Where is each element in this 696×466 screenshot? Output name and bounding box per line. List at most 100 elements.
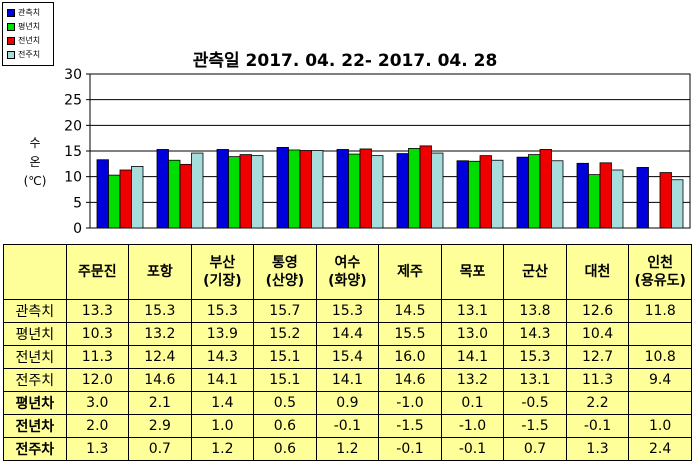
legend-swatch bbox=[7, 22, 15, 31]
bar bbox=[108, 174, 121, 229]
bar bbox=[251, 155, 264, 229]
table-row-label: 평년치 bbox=[3, 322, 67, 347]
bar bbox=[336, 149, 349, 229]
table-cell: 1.3 bbox=[565, 437, 630, 461]
table-cell: 14.6 bbox=[378, 368, 442, 393]
bar bbox=[311, 150, 324, 229]
table-cell: -1.0 bbox=[440, 414, 505, 439]
table-row-label: 평년차 bbox=[3, 391, 67, 416]
table-cell: 15.3 bbox=[315, 299, 380, 324]
bar bbox=[299, 150, 312, 229]
table-cell: 15.7 bbox=[253, 299, 317, 324]
table-cell: 0.1 bbox=[440, 391, 505, 416]
table-cell: 0.6 bbox=[253, 414, 317, 439]
table-cell: -0.1 bbox=[440, 437, 505, 461]
table-cell: -0.1 bbox=[378, 437, 442, 461]
table-cell: -0.5 bbox=[503, 391, 567, 416]
table-row: 전년차 2.0 2.9 1.0 0.6 -0.1 -1.5 -1.0 -1.5 -0.1 1.0 bbox=[3, 414, 692, 439]
bar bbox=[528, 154, 541, 229]
table-corner-cell bbox=[3, 243, 67, 301]
y-tick-label: 30 bbox=[64, 67, 82, 83]
table-row: 관측치 13.3 15.3 15.3 15.7 15.3 14.5 13.1 13.8 12.6 1… bbox=[3, 299, 692, 324]
table-cell: 12.4 bbox=[128, 345, 192, 370]
table-header-cell: 통영 (산양) bbox=[253, 243, 317, 301]
table-header-cell: 주문진 bbox=[65, 243, 130, 301]
legend-swatch bbox=[7, 36, 15, 45]
bar bbox=[599, 162, 612, 229]
table-cell: 11.3 bbox=[65, 345, 130, 370]
bar bbox=[348, 153, 361, 229]
table-header-cell: 대천 bbox=[565, 243, 630, 301]
table-cell: 10.4 bbox=[565, 322, 630, 347]
bar bbox=[479, 155, 492, 229]
legend-item: 평년치 bbox=[7, 21, 40, 33]
table-cell: 13.3 bbox=[65, 299, 130, 324]
table-row: 전주차 1.3 0.7 1.2 0.6 1.2 -0.1 -0.1 0.7 1.3 2.4 bbox=[3, 437, 692, 461]
table-cell: 9.4 bbox=[628, 368, 692, 393]
y-tick-label: 5 bbox=[73, 195, 82, 211]
table-cell: 12.7 bbox=[565, 345, 630, 370]
bar bbox=[419, 145, 432, 229]
legend-item: 전주치 bbox=[7, 49, 40, 61]
table-cell: 0.9 bbox=[315, 391, 380, 416]
table-cell: 1.2 bbox=[315, 437, 380, 461]
table-cell: -1.0 bbox=[378, 391, 442, 416]
table-cell: 0.6 bbox=[253, 437, 317, 461]
table-cell: 14.4 bbox=[315, 322, 380, 347]
table-cell: 13.0 bbox=[440, 322, 505, 347]
legend-swatch bbox=[7, 8, 15, 17]
table-cell: 1.4 bbox=[190, 391, 255, 416]
table-cell: 13.2 bbox=[128, 322, 192, 347]
table-cell: 3.0 bbox=[65, 391, 130, 416]
table-row-label: 관측치 bbox=[3, 299, 67, 324]
legend-swatch bbox=[7, 50, 15, 59]
table-cell bbox=[628, 391, 692, 416]
table-cell: 15.3 bbox=[503, 345, 567, 370]
bar-chart: 0 5 10 15 20 25 30 bbox=[64, 67, 691, 237]
legend-label: 전주치 bbox=[18, 50, 41, 59]
table-cell: 15.3 bbox=[190, 299, 255, 324]
bar bbox=[119, 169, 132, 229]
bar bbox=[588, 174, 601, 229]
table-cell: 1.0 bbox=[628, 414, 692, 439]
bar bbox=[671, 179, 684, 229]
y-tick-label: 10 bbox=[64, 170, 82, 186]
table-cell: 0.7 bbox=[503, 437, 567, 461]
y-axis-label: 수 온 (℃) bbox=[23, 136, 47, 188]
table-cell: 2.4 bbox=[628, 437, 692, 461]
bar bbox=[551, 160, 564, 229]
table-cell: 14.3 bbox=[503, 322, 567, 347]
table-cell: 12.6 bbox=[565, 299, 630, 324]
table-cell: 14.5 bbox=[378, 299, 442, 324]
bar bbox=[408, 148, 421, 229]
table-cell: 15.5 bbox=[378, 322, 442, 347]
table-cell: 1.0 bbox=[190, 414, 255, 439]
bar bbox=[468, 160, 481, 229]
table-cell: 12.0 bbox=[65, 368, 130, 393]
table-cell: 15.4 bbox=[315, 345, 380, 370]
table-cell: 14.1 bbox=[190, 368, 255, 393]
table-cell: 13.8 bbox=[503, 299, 567, 324]
bar bbox=[168, 159, 181, 229]
table-cell: 10.8 bbox=[628, 345, 692, 370]
table-cell: 15.1 bbox=[253, 368, 317, 393]
table-row: 전년치 11.3 12.4 14.3 15.1 15.4 16.0 14.1 15.3 12.7 1… bbox=[3, 345, 692, 370]
table-cell: 2.2 bbox=[565, 391, 630, 416]
legend-item: 전년치 bbox=[7, 35, 40, 47]
table-cell: -0.1 bbox=[565, 414, 630, 439]
table-row-label: 전주차 bbox=[3, 437, 67, 461]
table-header-cell: 목포 bbox=[440, 243, 505, 301]
table-cell: 15.3 bbox=[128, 299, 192, 324]
data-table: 주문진 포항 부산 (기장) 통영 (산양) 여수 (화양) 제주 목포 군산 대천 인천 (용유… bbox=[3, 243, 692, 461]
y-tick-label: 15 bbox=[64, 144, 82, 160]
table-cell: 16.0 bbox=[378, 345, 442, 370]
legend-label: 전년치 bbox=[18, 36, 41, 45]
bar bbox=[539, 149, 552, 229]
y-tick-label: 20 bbox=[64, 118, 82, 134]
table-cell: 11.3 bbox=[565, 368, 630, 393]
bar bbox=[156, 149, 169, 229]
bar bbox=[179, 163, 192, 229]
table-cell: 11.8 bbox=[628, 299, 692, 324]
bar bbox=[636, 167, 649, 229]
legend-item: 관측치 bbox=[7, 7, 40, 19]
